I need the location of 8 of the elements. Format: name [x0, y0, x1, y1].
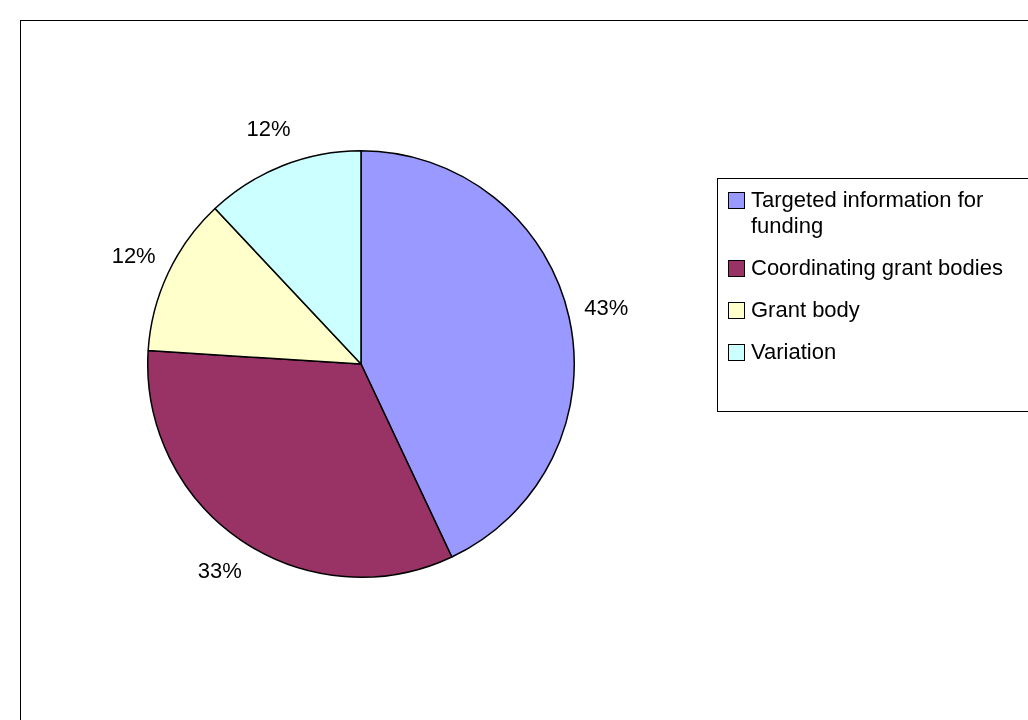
- legend-label: Coordinating grant bodies: [751, 255, 1003, 281]
- legend-label: Variation: [751, 339, 837, 365]
- data-label: 33%: [197, 557, 242, 583]
- data-label: 12%: [111, 243, 156, 269]
- legend-label: Targeted information for funding: [751, 187, 985, 239]
- legend-label: Grant body: [751, 297, 860, 323]
- data-label: 12%: [246, 116, 291, 142]
- data-label: 43%: [584, 295, 629, 321]
